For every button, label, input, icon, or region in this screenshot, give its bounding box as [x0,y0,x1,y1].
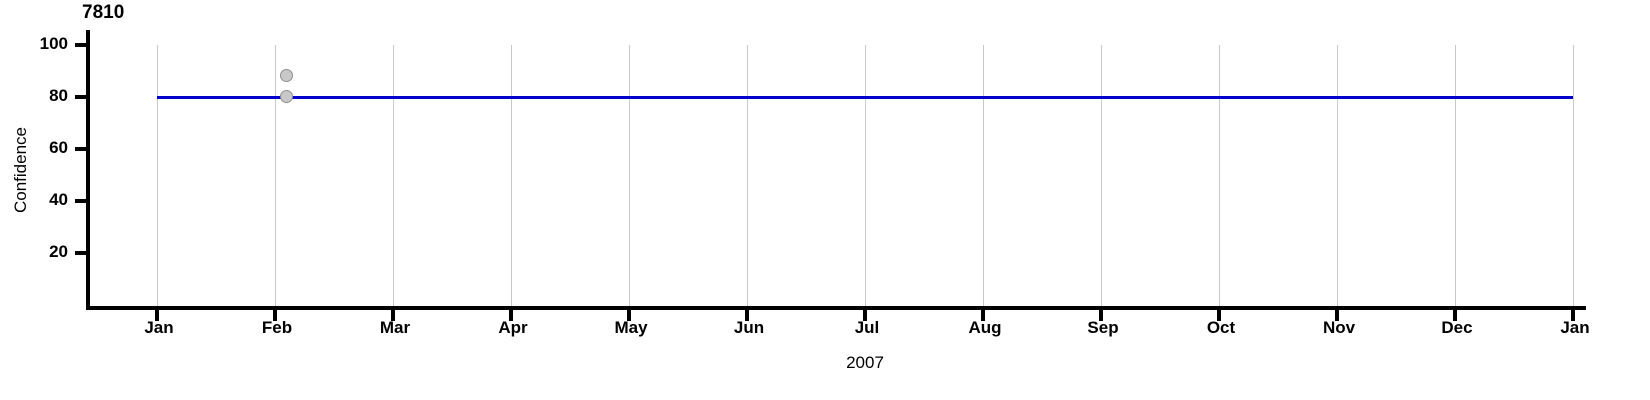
x-tick-label-mar-2: Mar [379,318,411,337]
x-tick-label-jul-6: Jul [854,318,880,337]
x-tick-6 [863,310,867,321]
gridline-jun-5 [747,45,748,306]
series-line-segment [1337,95,1455,99]
y-tick-label-40: 40 [49,190,68,209]
x-tick-12 [1571,310,1575,321]
gridline-dec-11 [1455,45,1456,306]
series-line-segment [1455,95,1573,99]
x-tick-8 [1099,310,1103,321]
y-axis-line [86,30,90,310]
y-tick-40 [75,199,86,203]
x-tick-5 [745,310,749,321]
y-tick-60 [75,147,86,151]
x-tick-label-jan-12: Jan [1560,318,1590,337]
gridline-jan-12 [1573,45,1574,306]
gridline-nov-10 [1337,45,1338,306]
x-tick-label-apr-3: Apr [498,318,528,337]
series-line-segment [157,95,275,99]
series-line-segment [275,95,393,99]
x-tick-label-sep-8: Sep [1087,318,1119,337]
gridline-aug-7 [983,45,984,306]
gridline-apr-3 [511,45,512,306]
gridline-jan-0 [157,45,158,306]
x-tick-label-jun-5: Jun [733,318,765,337]
series-line-segment [747,95,865,99]
y-tick-label-80: 80 [49,86,68,105]
series-line-segment [983,95,1101,99]
y-axis-label: Confidence [11,127,30,214]
y-tick-20 [75,251,86,255]
x-tick-2 [391,310,395,321]
gridline-feb-1 [275,45,276,306]
x-axis-label: 2007 [846,353,884,372]
x-tick-9 [1217,310,1221,321]
x-tick-4 [627,310,631,321]
x-tick-11 [1453,310,1457,321]
data-point[interactable] [279,69,293,83]
x-tick-3 [509,310,513,321]
y-tick-label-60: 60 [49,138,68,157]
x-tick-label-nov-10: Nov [1322,318,1356,337]
x-tick-1 [273,310,277,321]
series-line-segment [1219,95,1337,99]
series-line-segment [511,95,629,99]
x-tick-label-oct-9: Oct [1206,318,1236,337]
x-axis-line [86,306,1586,310]
series-line-segment [865,95,983,99]
y-tick-label-100: 100 [39,34,68,53]
x-tick-0 [155,310,159,321]
gridline-mar-2 [393,45,394,306]
x-tick-label-feb-1: Feb [261,318,293,337]
series-line-segment [1101,95,1219,99]
y-tick-80 [75,95,86,99]
data-point[interactable] [279,90,293,103]
chart-title: 7810 [82,2,125,23]
x-tick-label-may-4: May [614,318,648,337]
gridline-oct-9 [1219,45,1220,306]
x-tick-label-aug-7: Aug [968,318,1002,337]
series-line-segment [393,95,511,99]
series-line-segment [629,95,747,99]
gridline-may-4 [629,45,630,306]
x-tick-7 [981,310,985,321]
x-tick-10 [1335,310,1339,321]
x-tick-label-jan-0: Jan [144,318,174,337]
x-tick-label-dec-11: Dec [1441,318,1473,337]
gridline-sep-8 [1101,45,1102,306]
gridline-jul-6 [865,45,866,306]
y-tick-100 [75,43,86,47]
y-tick-label-20: 20 [49,242,68,261]
